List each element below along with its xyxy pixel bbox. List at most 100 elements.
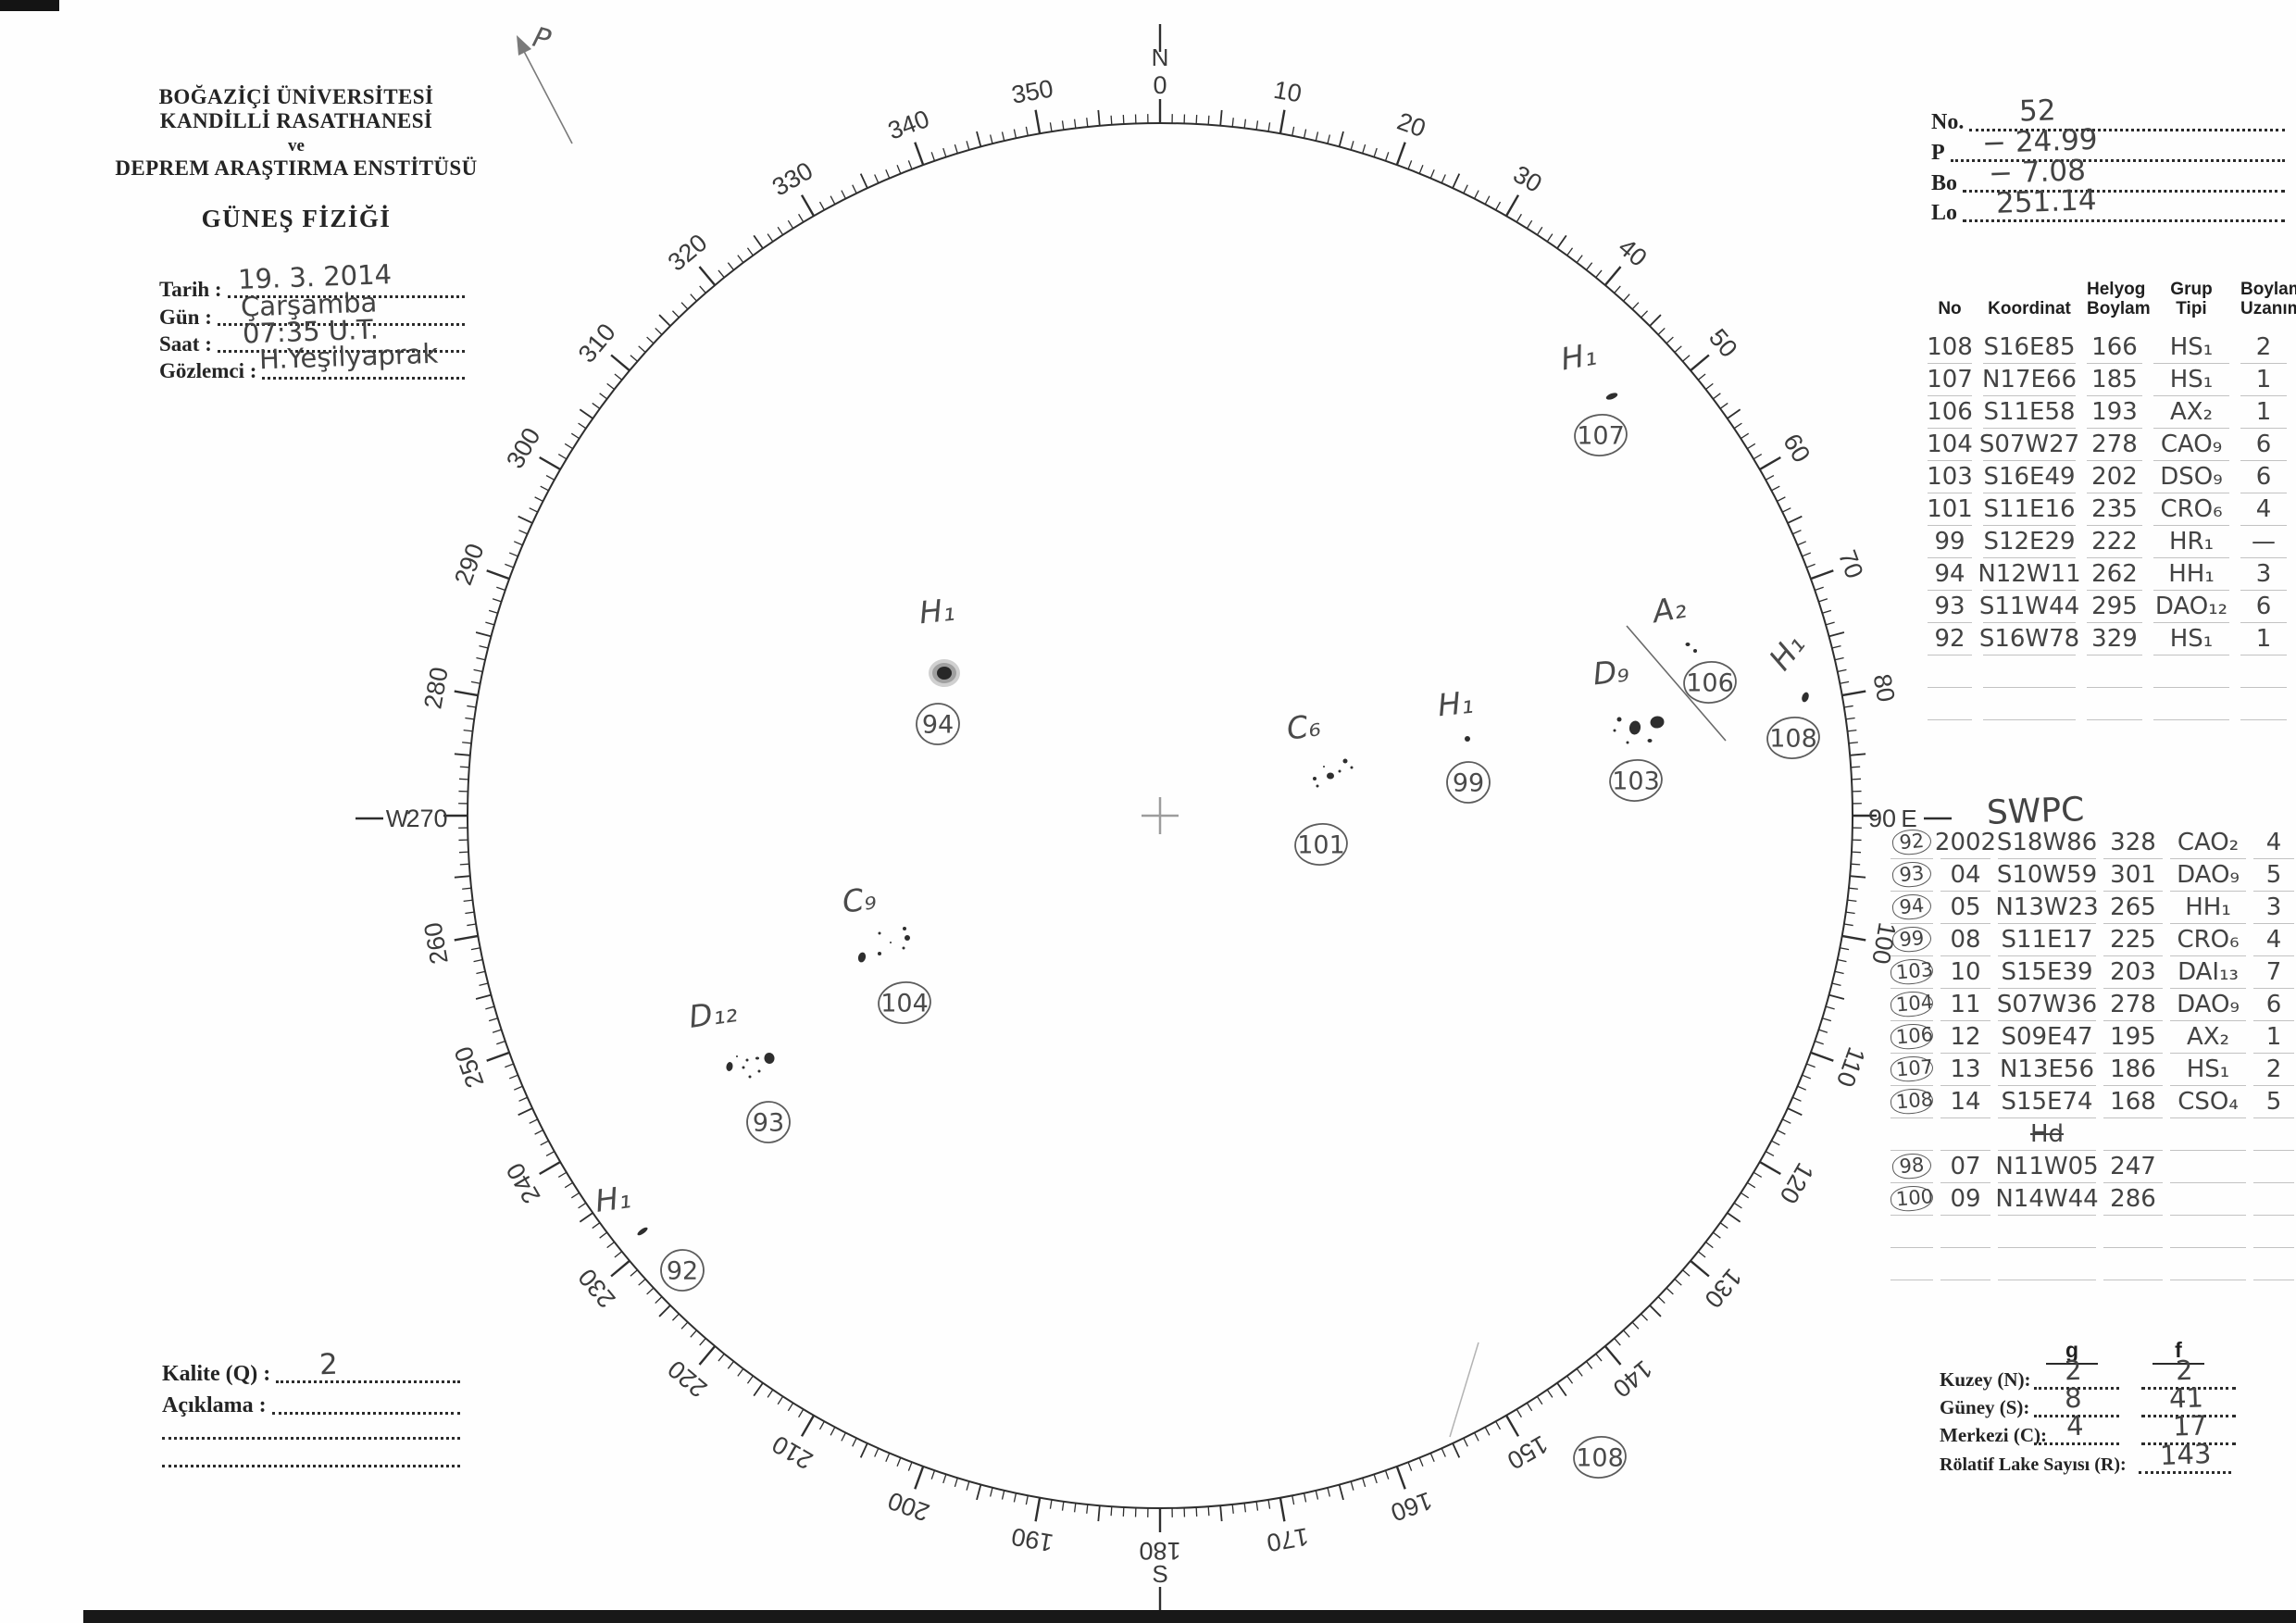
group-cell: HS₁	[2153, 331, 2229, 364]
dial-tick	[606, 382, 615, 390]
dial-tick	[1001, 131, 1005, 142]
group-cell-empty	[1983, 655, 2076, 688]
sunspot	[755, 1056, 759, 1060]
dial-tick	[1740, 432, 1750, 440]
group-cell: S11E16	[1983, 493, 2076, 526]
dial-tick	[1576, 1367, 1583, 1377]
dial-tick	[508, 1074, 518, 1080]
swpc-kandilli-cell: 94	[1890, 892, 1933, 924]
dial-tick	[488, 1017, 498, 1022]
group-table: 108 S16E85 166 HS₁ 2 107 N17E66 185 HS₁ 1 106 S11E5…	[1927, 331, 2290, 720]
dial-tick	[1025, 126, 1029, 136]
group-table-row: 92 S16W78 329 HS₁ 1	[1928, 623, 2290, 655]
dial-degree-label: 310	[573, 318, 621, 368]
dial-tick	[1719, 1222, 1728, 1230]
group-cell: 6	[2240, 461, 2287, 493]
dial-tick	[557, 1171, 568, 1178]
dial-tick	[907, 160, 913, 169]
group-number: 92	[667, 1257, 698, 1286]
group-table-row: 94 N12W11 262 HH₁ 3	[1928, 558, 2290, 591]
dial-tick	[1267, 1499, 1271, 1509]
swpc-boylam-cell: 225	[2103, 924, 2163, 956]
dial-degree-label: 180	[1139, 1537, 1180, 1565]
dial-tick	[1219, 1505, 1223, 1522]
tarih-rule	[227, 295, 465, 298]
dial-tick	[514, 541, 523, 546]
swpc-tip-cell	[2170, 1183, 2246, 1216]
swpc-uzanim-cell: 4	[2253, 827, 2294, 859]
swpc-cell-empty	[1890, 1216, 1933, 1248]
swpc-koordinat-cell: S09E47	[1998, 1021, 2096, 1054]
dial-tick	[463, 729, 473, 732]
dial-degree-labels: 1020304050607080901001101201301401501601…	[406, 74, 1901, 1565]
sunspot-group-label: C₉	[840, 880, 878, 920]
dial-tick	[852, 1438, 857, 1447]
group-table-header: No Koordinat Helyog Boylam Grup Tipi Boy…	[1928, 280, 2296, 318]
swpc-table-row: 98 07 N11W05 247	[1890, 1151, 2296, 1183]
dial-tick	[942, 1474, 947, 1484]
dial-tick	[496, 586, 505, 592]
group-number-circle	[1446, 761, 1491, 804]
sunspot	[1313, 777, 1316, 780]
dial-tick	[579, 408, 593, 419]
dial-tick	[1536, 1395, 1543, 1405]
group-cell: HH₁	[2153, 558, 2229, 591]
dial-tick	[1649, 314, 1662, 327]
group-cell: 185	[2087, 364, 2142, 396]
swpc-koordinat-cell: S11E17	[1998, 924, 2096, 956]
swpc-tip-cell: DAO₉	[2170, 989, 2246, 1021]
dial-tick	[638, 345, 646, 353]
dial-tick	[1806, 1063, 1816, 1068]
group-cell-empty	[2153, 655, 2229, 688]
sunspot	[1465, 736, 1470, 742]
dial-tick	[473, 668, 483, 673]
swpc-boylam-cell: 195	[2103, 1021, 2163, 1054]
dial-tick	[1851, 851, 1861, 854]
dial-tick	[1546, 233, 1554, 243]
dial-tick	[1771, 485, 1780, 492]
dial-tick	[1831, 644, 1841, 649]
dial-tick	[1231, 1504, 1234, 1514]
col-koordinat: Koordinat	[1988, 299, 2071, 318]
swpc-uzanim-cell: 6	[2253, 989, 2294, 1021]
dial-tick	[1828, 631, 1845, 638]
dial-degree-label: 350	[1009, 74, 1055, 108]
swpc-kandilli-cell: 104	[1889, 989, 1935, 1021]
swpc-table-row: 99 08 S11E17 225 CRO₆ 4	[1890, 924, 2296, 956]
dial-tick	[746, 247, 754, 256]
dial-tick	[564, 443, 574, 450]
dial-tick	[655, 327, 663, 335]
dial-tick	[459, 778, 469, 780]
dial-tick	[680, 302, 689, 310]
dial-tick	[610, 1259, 630, 1278]
dial-degree-label: 160	[1387, 1486, 1436, 1527]
swpc-koordinat-cell: N13W23	[1995, 892, 2099, 924]
group-cell: 1	[2240, 396, 2287, 429]
dial-tick	[514, 1085, 523, 1091]
field-tarih: Tarih : 19. 3. 2014	[159, 258, 465, 302]
dial-degree-label-270: 270	[406, 805, 447, 832]
dial-tick	[1474, 190, 1479, 199]
dial-tick	[1777, 496, 1786, 502]
no-value: 52	[2018, 94, 2057, 129]
dial-tick	[1395, 1466, 1406, 1490]
dial-tick	[518, 1096, 528, 1102]
group-cell: 108	[1927, 331, 1973, 364]
dial-tick	[1719, 402, 1728, 409]
swpc-cell-empty	[2103, 1216, 2163, 1248]
dial-tick	[579, 1212, 593, 1223]
swpc-koordinat-cell: N11W05	[1995, 1151, 2099, 1183]
saat-label: Saat :	[159, 332, 212, 356]
dial-tick	[1255, 120, 1259, 131]
group-cell-empty	[2153, 688, 2229, 720]
dial-tick	[841, 190, 846, 199]
sunspot	[1626, 741, 1629, 744]
group-number-circle	[916, 703, 960, 745]
group-cell-empty	[2087, 688, 2142, 720]
dial-tick	[859, 1442, 868, 1458]
dial-tick	[1595, 1353, 1603, 1362]
dial-tick	[454, 875, 470, 879]
swpc-boylam-cell: 265	[2103, 892, 2163, 924]
dial-tick	[476, 656, 486, 661]
